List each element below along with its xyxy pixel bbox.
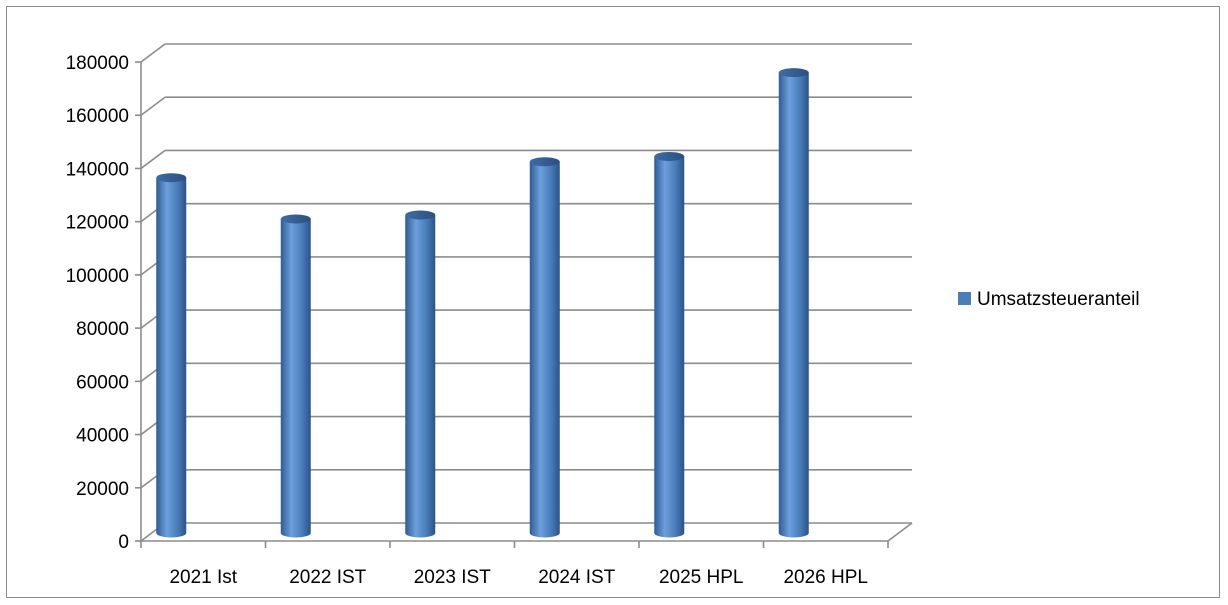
bar-cap: [405, 210, 436, 220]
bar-cap: [529, 157, 560, 167]
y-tick-label: 40000: [76, 426, 129, 447]
legend-swatch: [958, 292, 971, 305]
x-axis-tick-labels: 2021 Ist 2022 IST 2023 IST 2024 IST 2025 HPL…: [169, 567, 868, 588]
y-tick-label: 140000: [66, 159, 129, 180]
bar-cap: [778, 68, 809, 78]
chart-frame: [6, 6, 1220, 598]
y-axis-tick-labels: 0 20000 40000 60000 80000 100000 120000 140000 1…: [66, 53, 129, 553]
x-tick-label: 2021 Ist: [169, 567, 237, 588]
y-tick-label: 180000: [66, 53, 129, 74]
bar-body: [529, 161, 560, 538]
floor-right-edge: [887, 522, 913, 542]
grid-diagonal: [140, 43, 166, 63]
grid-diagonal: [140, 149, 166, 170]
x-tick-label: 2022 IST: [289, 567, 366, 588]
axes: [135, 61, 913, 548]
bar: [405, 210, 436, 538]
y-tick-label: 120000: [66, 213, 129, 234]
y-tick-label: 100000: [66, 266, 129, 287]
bar-body: [280, 218, 311, 538]
bar-cap: [156, 173, 187, 183]
bar-body: [654, 156, 685, 538]
y-tick-label: 0: [118, 532, 129, 553]
x-tick-label: 2026 HPL: [783, 567, 868, 588]
bar: [156, 173, 187, 538]
grid-diagonal: [140, 96, 166, 116]
bar-body: [405, 214, 436, 538]
bar-body: [778, 72, 809, 538]
legend-label: Umsatzsteueranteil: [977, 289, 1140, 310]
bars: [156, 68, 809, 538]
bar-cap: [280, 214, 311, 224]
y-tick-label: 80000: [76, 319, 129, 340]
bar-cap: [654, 151, 685, 161]
y-tick-label: 20000: [76, 479, 129, 500]
y-tick-label: 60000: [76, 372, 129, 393]
legend: Umsatzsteueranteil: [958, 289, 1140, 310]
bar: [778, 68, 809, 538]
bar: [280, 214, 311, 538]
bar: [654, 151, 685, 538]
x-tick-label: 2025 HPL: [659, 567, 744, 588]
bar-body: [156, 177, 187, 538]
y-tick-label: 160000: [66, 106, 129, 127]
bar: [529, 157, 560, 538]
x-tick-label: 2023 IST: [414, 567, 491, 588]
x-tick-label: 2024 IST: [538, 567, 615, 588]
